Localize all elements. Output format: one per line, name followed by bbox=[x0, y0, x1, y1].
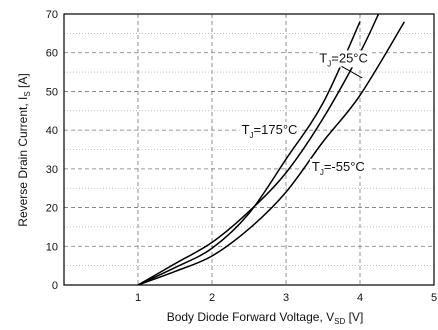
annotation-rest: =-55°C bbox=[324, 159, 365, 174]
x-tick-label: 1 bbox=[135, 292, 141, 304]
y-tick-label: 10 bbox=[46, 241, 58, 253]
x-tick-label: 5 bbox=[431, 292, 437, 304]
annotation-tj-minus55c: TJ=-55°C bbox=[312, 159, 365, 177]
y-tick-label: 40 bbox=[46, 125, 58, 137]
y-tick-label: 20 bbox=[46, 203, 58, 215]
annotation-bg bbox=[239, 122, 300, 140]
annotation-bg bbox=[317, 50, 370, 68]
annotation-bg bbox=[309, 158, 370, 176]
series-line-tj-minus55c bbox=[137, 21, 406, 285]
y-tick-label: 60 bbox=[46, 48, 58, 60]
annotation-main: T bbox=[319, 50, 327, 65]
annotation-main: T bbox=[242, 122, 250, 137]
annotation-leader-line bbox=[341, 65, 363, 79]
x-axis-label: Body Diode Forward Voltage, VSD [V] bbox=[167, 310, 364, 326]
annotations: TJ=25°CTJ=175°CTJ=-55°C bbox=[239, 50, 370, 177]
y-axis-label-unit: [A] bbox=[16, 73, 30, 91]
x-tick-label: 2 bbox=[209, 292, 215, 304]
annotation-tj-25c: TJ=25°C bbox=[319, 50, 368, 68]
y-tick-label: 70 bbox=[46, 9, 58, 21]
x-axis-label-sub: SD bbox=[334, 317, 345, 326]
y-axis-label-main: Reverse Drain Current, I bbox=[16, 97, 30, 227]
x-axis-label-main: Body Diode Forward Voltage, V bbox=[167, 310, 334, 324]
y-tick-label: 0 bbox=[52, 280, 58, 292]
y-axis-label-sub: S bbox=[23, 91, 32, 96]
annotation-tj-175c: TJ=175°C bbox=[242, 122, 298, 140]
x-tick-label: 4 bbox=[357, 292, 363, 304]
y-tick-label: 50 bbox=[46, 86, 58, 98]
annotation-sub: J bbox=[250, 131, 254, 140]
annotation-rest: =175°C bbox=[254, 122, 298, 137]
y-tick-label: 30 bbox=[46, 164, 58, 176]
x-tick-label: 3 bbox=[283, 292, 289, 304]
plot-frame bbox=[63, 13, 435, 286]
grid bbox=[64, 14, 434, 285]
annotation-rest: =25°C bbox=[331, 50, 368, 65]
y-axis-label: Reverse Drain Current, IS [A] bbox=[16, 73, 32, 226]
annotation-sub: J bbox=[327, 59, 331, 68]
annotation-main: T bbox=[312, 159, 320, 174]
x-axis-label-unit: [V] bbox=[345, 310, 363, 324]
annotation-sub: J bbox=[320, 168, 324, 177]
